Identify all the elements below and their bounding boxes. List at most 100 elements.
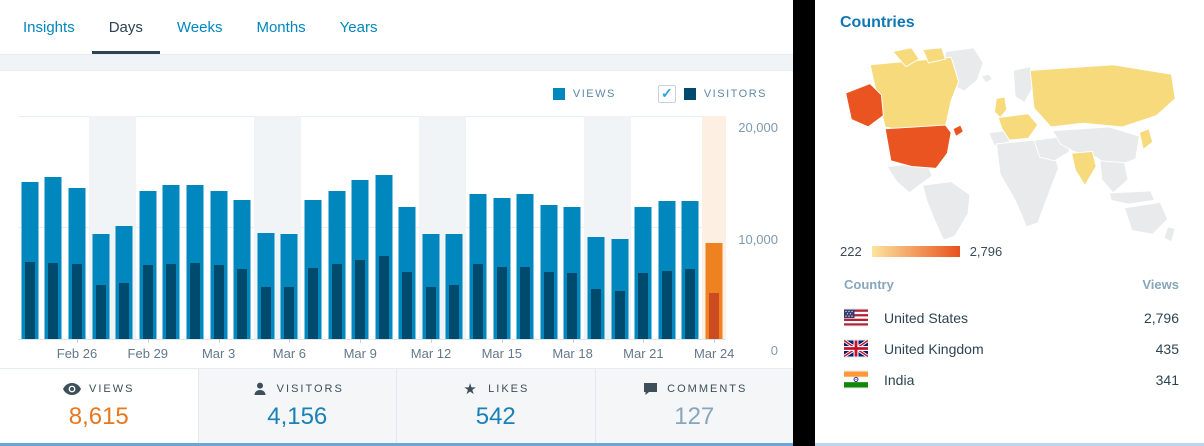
bar-visitors-mar-10[interactable] (378, 255, 389, 339)
bar-visitors-mar-11[interactable] (402, 272, 413, 339)
tile-visitors[interactable]: VISITORS 4,156 (197, 369, 396, 443)
world-map[interactable] (840, 42, 1179, 243)
tab-weeks[interactable]: Weeks (176, 18, 223, 36)
table-row-india: India 341 (840, 364, 1179, 395)
map-region-japan (1138, 128, 1154, 151)
column-header-country: Country (844, 277, 894, 292)
x-tick-label: Mar 9 (343, 346, 377, 361)
tab-days[interactable]: Days (91, 0, 161, 54)
bar-visitors-mar-16[interactable] (520, 267, 531, 339)
x-tick (643, 339, 645, 343)
x-tick-label: Mar 21 (623, 346, 664, 361)
map-region-united-kingdom (993, 96, 1008, 119)
y-axis-labels: 20,000 10,000 0 (726, 116, 778, 358)
visitors-swatch-icon (683, 87, 696, 100)
map-scale-max: 2,796 (969, 244, 1003, 259)
bar-visitors-mar-7[interactable] (307, 268, 318, 339)
map-gradient-icon (871, 246, 960, 257)
country-views: 341 (1155, 371, 1179, 388)
map-region-russia (1029, 64, 1176, 128)
x-tick (572, 339, 574, 343)
bar-visitors-mar-18[interactable] (567, 273, 578, 339)
bar-visitors-mar-23[interactable] (685, 269, 696, 339)
world-map-svg (845, 47, 1176, 243)
tab-insights[interactable]: Insights (23, 18, 75, 36)
country-views: 2,796 (1143, 309, 1179, 326)
section-divider (0, 55, 793, 71)
x-tick (289, 339, 291, 343)
bar-visitors-feb-29[interactable] (142, 264, 153, 339)
uk-flag-icon (844, 340, 868, 357)
india-flag-icon (844, 371, 868, 388)
comment-icon (641, 381, 659, 397)
tile-visitors-value: 4,156 (267, 403, 328, 430)
x-tick-label: Feb 29 (127, 346, 169, 361)
map-regions-nodata (886, 47, 1176, 243)
x-tick (501, 339, 503, 343)
country-name: United States (884, 309, 969, 326)
y-tick-label: 0 (770, 343, 778, 358)
eye-icon (63, 381, 82, 397)
bar-visitors-mar-3[interactable] (213, 264, 224, 339)
bar-visitors-mar-1[interactable] (166, 264, 177, 339)
bar-visitors-mar-6[interactable] (284, 287, 295, 339)
map-region-europe (997, 113, 1039, 141)
stat-tiles-row: VIEWS 8,615 VISITORS 4,156 ★ LIKES 542 (0, 368, 793, 443)
bar-visitors-mar-12[interactable] (425, 286, 436, 339)
bar-visitors-feb-27[interactable] (95, 284, 106, 339)
table-row-united-states: United States 2,796 (840, 302, 1179, 333)
x-tick-label: Mar 15 (481, 346, 523, 361)
visitors-checkbox[interactable]: ✓ (657, 84, 676, 103)
map-region-alaska (845, 83, 884, 128)
legend-views-label: VIEWS (572, 87, 616, 100)
map-scale-legend: 222 2,796 (840, 244, 1179, 259)
x-tick-label: Mar 12 (410, 346, 452, 361)
countries-table: Country Views United States 2,796 United… (840, 277, 1179, 395)
bar-visitors-mar-24[interactable] (709, 292, 720, 339)
tile-views-value: 8,615 (68, 403, 129, 430)
bar-visitors-mar-20[interactable] (614, 290, 625, 339)
x-tick-label: Mar 3 (201, 346, 236, 361)
map-region-canada (869, 56, 960, 132)
bar-visitors-mar-15[interactable] (496, 266, 507, 339)
person-icon (251, 381, 269, 397)
x-tick (218, 339, 220, 343)
tab-months[interactable]: Months (256, 18, 306, 36)
map-scale-min: 222 (840, 244, 862, 259)
bar-visitors-mar-13[interactable] (449, 285, 460, 339)
bar-visitors-mar-19[interactable] (591, 288, 602, 339)
bar-visitors-feb-24[interactable] (24, 262, 35, 339)
bar-visitors-mar-4[interactable] (237, 269, 248, 339)
tile-views[interactable]: VIEWS 8,615 (0, 369, 198, 443)
legend-views: VIEWS (552, 87, 616, 100)
gridline-10000 (18, 227, 726, 228)
chart-legend: VIEWS ✓ VISITORS (0, 71, 793, 116)
x-tick (431, 339, 432, 343)
bar-visitors-feb-26[interactable] (71, 264, 82, 339)
bar-visitors-mar-22[interactable] (661, 271, 672, 339)
x-tick-label: Mar 24 (693, 346, 735, 361)
countries-title: Countries (840, 14, 915, 31)
bar-visitors-feb-28[interactable] (119, 283, 130, 339)
star-icon: ★ (463, 381, 479, 398)
legend-visitors-label: VISITORS (703, 87, 767, 100)
bar-visitors-mar-21[interactable] (638, 273, 649, 339)
bar-visitors-feb-25[interactable] (48, 262, 59, 339)
bar-visitors-mar-5[interactable] (260, 287, 271, 339)
bar-visitors-mar-2[interactable] (189, 263, 200, 339)
tile-views-label: VIEWS (89, 383, 135, 395)
y-tick-label: 20,000 (738, 120, 778, 135)
column-header-views: Views (1142, 277, 1179, 292)
tab-years[interactable]: Years (339, 18, 378, 36)
bar-visitors-mar-17[interactable] (543, 272, 554, 339)
tile-likes[interactable]: ★ LIKES 542 (396, 369, 595, 443)
chart-plot[interactable] (18, 116, 726, 340)
bar-visitors-mar-8[interactable] (331, 264, 342, 339)
bar-visitors-mar-14[interactable] (473, 264, 484, 339)
table-row-united-kingdom: United Kingdom 435 (840, 333, 1179, 364)
bar-visitors-mar-9[interactable] (355, 259, 366, 339)
bar-chart-card: VIEWS ✓ VISITORS 20,000 10,000 0 Feb 26 Feb… (0, 71, 793, 368)
country-views: 435 (1155, 340, 1179, 357)
x-tick-label: Mar 6 (272, 346, 307, 361)
tile-comments[interactable]: COMMENTS 127 (594, 369, 793, 443)
